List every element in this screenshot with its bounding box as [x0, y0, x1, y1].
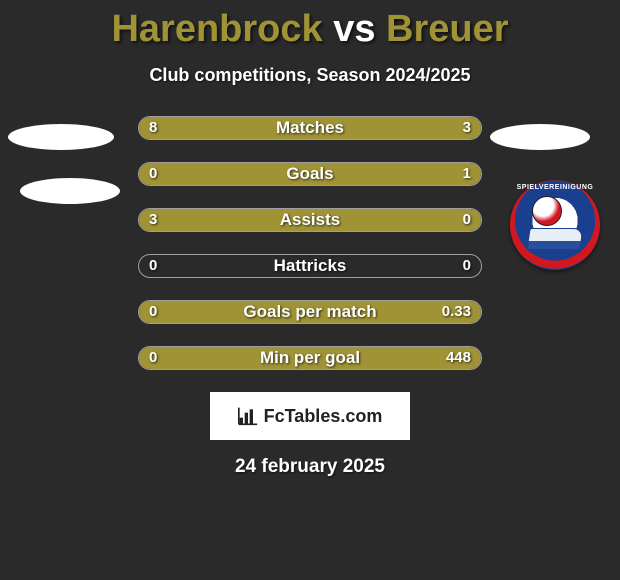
stat-label: Hattricks	[139, 255, 481, 277]
club-badge: SPIELVEREINIGUNG	[510, 180, 610, 260]
comparison-bars: 83Matches 01Goals 30Assists 00Hattricks 00.3…	[138, 116, 482, 370]
page-title: Harenbrock vs Breuer	[0, 0, 620, 51]
stat-label: Min per goal	[139, 347, 481, 369]
club-badge-train-icon	[526, 228, 583, 250]
stat-row: 00.33Goals per match	[138, 300, 482, 324]
stat-label: Matches	[139, 117, 481, 139]
club-badge-circle: SPIELVEREINIGUNG	[510, 180, 600, 270]
chart-bars-icon	[238, 406, 258, 426]
stat-row: 0448Min per goal	[138, 346, 482, 370]
fctables-label: FcTables.com	[264, 406, 383, 427]
stat-label: Goals per match	[139, 301, 481, 323]
subtitle: Club competitions, Season 2024/2025	[0, 65, 620, 86]
player-photo-placeholder-left-1	[8, 124, 114, 150]
stat-label: Assists	[139, 209, 481, 231]
title-player-left: Harenbrock	[111, 8, 322, 50]
stat-label: Goals	[139, 163, 481, 185]
date-text: 24 february 2025	[0, 456, 620, 478]
club-badge-ball-icon	[532, 196, 562, 226]
club-badge-text: SPIELVEREINIGUNG	[510, 184, 600, 191]
stat-row: 01Goals	[138, 162, 482, 186]
stat-row: 83Matches	[138, 116, 482, 140]
title-vs: vs	[333, 8, 386, 50]
stat-row: 30Assists	[138, 208, 482, 232]
player-photo-placeholder-right	[490, 124, 590, 150]
player-photo-placeholder-left-2	[20, 178, 120, 204]
stat-row: 00Hattricks	[138, 254, 482, 278]
title-player-right: Breuer	[386, 8, 509, 50]
fctables-badge[interactable]: FcTables.com	[210, 392, 410, 440]
